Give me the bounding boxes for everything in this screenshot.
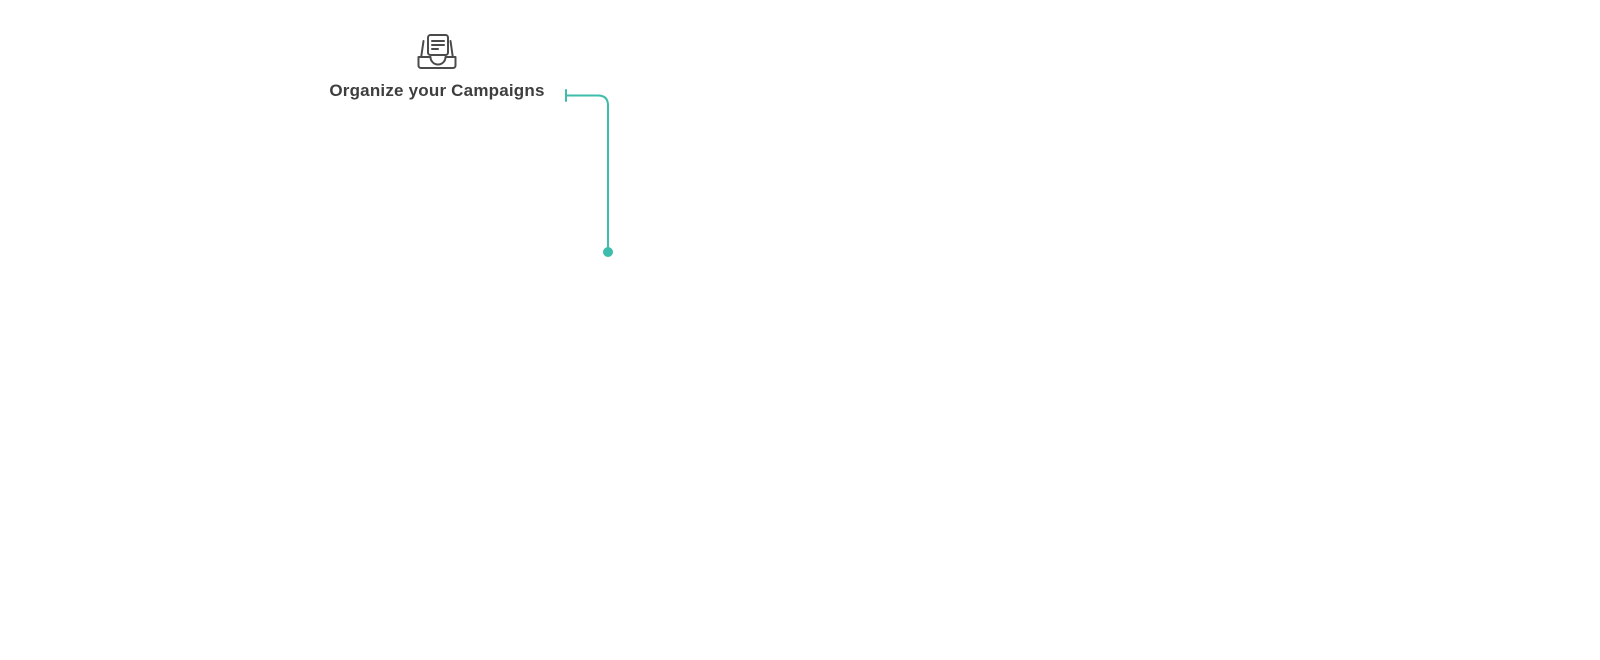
feature-callout-label: Organize your Campaigns: [329, 81, 545, 100]
feature-callout: Organize your Campaigns: [307, 33, 567, 101]
campaigns-inbox-icon: [417, 33, 457, 70]
callout-connector: [565, 89, 613, 257]
inbox-tray: [417, 56, 457, 69]
inbox-right-wall: [449, 40, 454, 58]
campaigns-inbox-icon-strokes: [417, 34, 457, 69]
connector-elbow-line: [565, 89, 609, 248]
inbox-left-wall: [420, 40, 425, 58]
tour-beacon-dot[interactable]: [603, 247, 613, 257]
document-shape: [427, 34, 449, 56]
